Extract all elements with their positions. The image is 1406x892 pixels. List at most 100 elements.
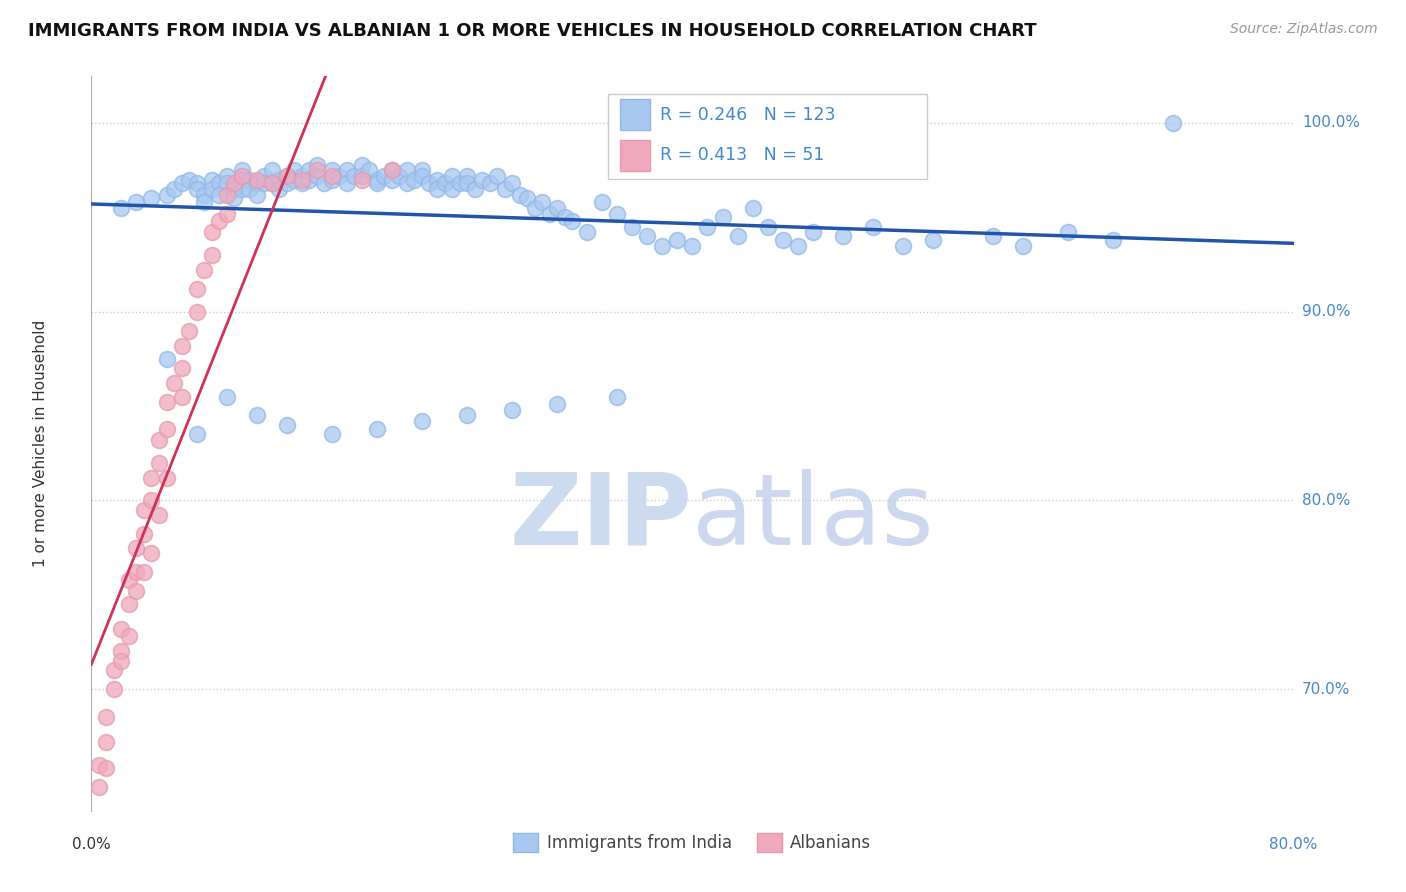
Point [238,172,260,186]
Point [456,169,478,183]
Text: 100.0%: 100.0% [1302,115,1360,130]
Point [186,304,208,318]
Point [201,172,224,186]
Point [208,214,231,228]
Point [554,211,576,225]
Point [215,169,238,183]
Point [103,663,125,677]
Point [141,493,163,508]
Point [741,201,763,215]
Point [260,177,283,191]
Point [426,182,449,196]
Point [276,169,298,183]
Point [772,233,794,247]
Point [486,169,509,183]
Point [395,177,418,191]
Point [546,397,568,411]
Point [155,422,177,436]
Point [711,211,734,225]
Point [666,233,689,247]
Text: Source: ZipAtlas.com: Source: ZipAtlas.com [1230,22,1378,37]
Point [531,195,554,210]
Point [276,169,298,183]
Point [141,192,163,206]
Point [201,248,224,262]
Point [576,226,599,240]
Point [1057,226,1080,240]
Point [201,226,224,240]
Point [155,187,177,202]
Point [193,195,215,210]
Point [538,206,561,220]
Point [148,456,170,470]
Point [350,172,373,186]
Point [606,390,628,404]
Point [681,238,703,252]
Point [269,182,291,196]
Point [464,182,486,196]
Point [110,654,132,668]
Text: IMMIGRANTS FROM INDIA VS ALBANIAN 1 OR MORE VEHICLES IN HOUSEHOLD CORRELATION CH: IMMIGRANTS FROM INDIA VS ALBANIAN 1 OR M… [28,22,1036,40]
Point [96,735,118,749]
Point [170,390,193,404]
Point [440,169,463,183]
Point [433,177,456,191]
Point [321,169,343,183]
Point [132,565,155,579]
Point [696,219,718,234]
Point [208,187,231,202]
Point [411,169,433,183]
Point [366,422,388,436]
Point [215,206,238,220]
Point [224,177,246,191]
Point [231,172,253,186]
Point [801,226,824,240]
Point [125,565,148,579]
Point [132,527,155,541]
Point [110,644,132,658]
Point [305,163,328,178]
Text: R = 0.246   N = 123: R = 0.246 N = 123 [659,106,835,124]
Point [215,390,238,404]
Point [260,163,283,178]
Text: 80.0%: 80.0% [1302,493,1350,508]
Point [591,195,613,210]
Point [321,172,343,186]
Point [411,163,433,178]
Point [523,201,546,215]
Point [110,201,132,215]
Point [381,163,404,178]
Point [891,238,914,252]
Point [756,219,779,234]
Point [177,172,200,186]
Point [163,376,186,391]
Point [366,177,388,191]
Point [110,622,132,636]
Point [501,177,523,191]
Point [786,238,808,252]
Text: 70.0%: 70.0% [1302,681,1350,697]
Point [471,172,494,186]
Point [177,324,200,338]
Point [862,219,884,234]
Text: atlas: atlas [692,469,934,566]
Text: 90.0%: 90.0% [1302,304,1350,319]
Point [269,172,291,186]
Point [141,471,163,485]
Point [440,182,463,196]
Text: 0.0%: 0.0% [72,837,111,852]
Point [388,169,411,183]
Point [305,157,328,171]
Point [186,182,208,196]
Point [186,282,208,296]
Point [321,163,343,178]
Point [456,177,478,191]
Point [283,163,305,178]
Text: 80.0%: 80.0% [1270,837,1317,852]
Point [231,163,253,178]
Point [395,163,418,178]
Point [118,573,141,587]
Point [125,195,148,210]
Point [155,351,177,366]
Point [125,541,148,555]
